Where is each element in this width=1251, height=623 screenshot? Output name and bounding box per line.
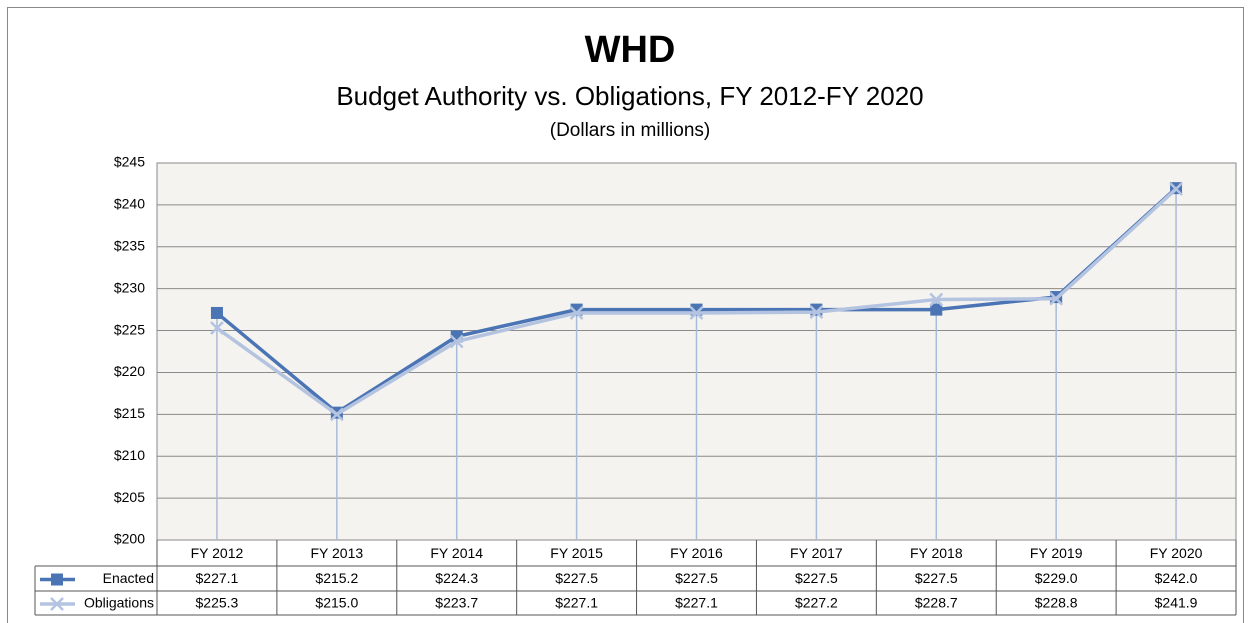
y-tick-label: $220 [114, 363, 145, 379]
table-value: $225.3 [196, 595, 239, 611]
table-value: $229.0 [1035, 570, 1078, 586]
x-tick-label: FY 2014 [430, 545, 483, 561]
table-value: $227.5 [915, 570, 958, 586]
y-tick-label: $210 [114, 447, 145, 463]
data-point [449, 334, 464, 349]
y-tick-label: $200 [114, 531, 145, 547]
table-value: $242.0 [1155, 570, 1198, 586]
x-tick-label: FY 2017 [790, 545, 843, 561]
x-tick-label: FY 2019 [1030, 545, 1083, 561]
y-tick-label: $230 [114, 279, 145, 295]
data-point [569, 306, 584, 320]
legend-label: Obligations [84, 595, 154, 611]
x-tick-label: FY 2015 [550, 545, 603, 561]
data-point [329, 407, 344, 422]
legend-label: Enacted [103, 570, 154, 586]
table-value: $215.0 [315, 595, 358, 611]
x-tick-label: FY 2012 [191, 545, 244, 561]
data-point [210, 321, 224, 335]
y-tick-label: $225 [114, 321, 145, 337]
y-tick-label: $245 [114, 154, 145, 170]
chart-title: WHD [585, 29, 676, 71]
table-value: $227.5 [675, 570, 718, 586]
table-value: $241.9 [1155, 595, 1198, 611]
table-value: $228.7 [915, 595, 958, 611]
table-value: $215.2 [315, 570, 358, 586]
y-tick-label: $240 [114, 196, 145, 212]
data-point [210, 306, 223, 319]
legend-marker [51, 573, 63, 586]
chart-note: (Dollars in millions) [550, 120, 710, 141]
table-value: $227.1 [555, 595, 598, 611]
data-point [930, 303, 943, 316]
data-point [689, 306, 704, 320]
x-tick-label: FY 2018 [910, 545, 963, 561]
y-tick-label: $215 [114, 405, 145, 421]
table-value: $223.7 [435, 595, 478, 611]
data-point [809, 305, 824, 320]
y-tick-label: $205 [114, 489, 145, 505]
table-value: $227.1 [675, 595, 718, 611]
y-tick-label: $235 [114, 237, 145, 253]
table-value: $227.1 [196, 570, 239, 586]
chart-subtitle: Budget Authority vs. Obligations, FY 201… [336, 81, 923, 111]
table-value: $227.5 [555, 570, 598, 586]
table-value: $227.2 [795, 595, 838, 611]
data-point [1169, 182, 1183, 196]
x-tick-label: FY 2020 [1150, 545, 1203, 561]
table-value: $228.8 [1035, 595, 1078, 611]
table-value: $227.5 [795, 570, 838, 586]
data-point [929, 292, 944, 307]
x-tick-label: FY 2013 [310, 545, 363, 561]
data-point [1049, 291, 1064, 306]
x-tick-label: FY 2016 [670, 545, 723, 561]
legend-marker [50, 597, 64, 611]
table-value: $224.3 [435, 570, 478, 586]
